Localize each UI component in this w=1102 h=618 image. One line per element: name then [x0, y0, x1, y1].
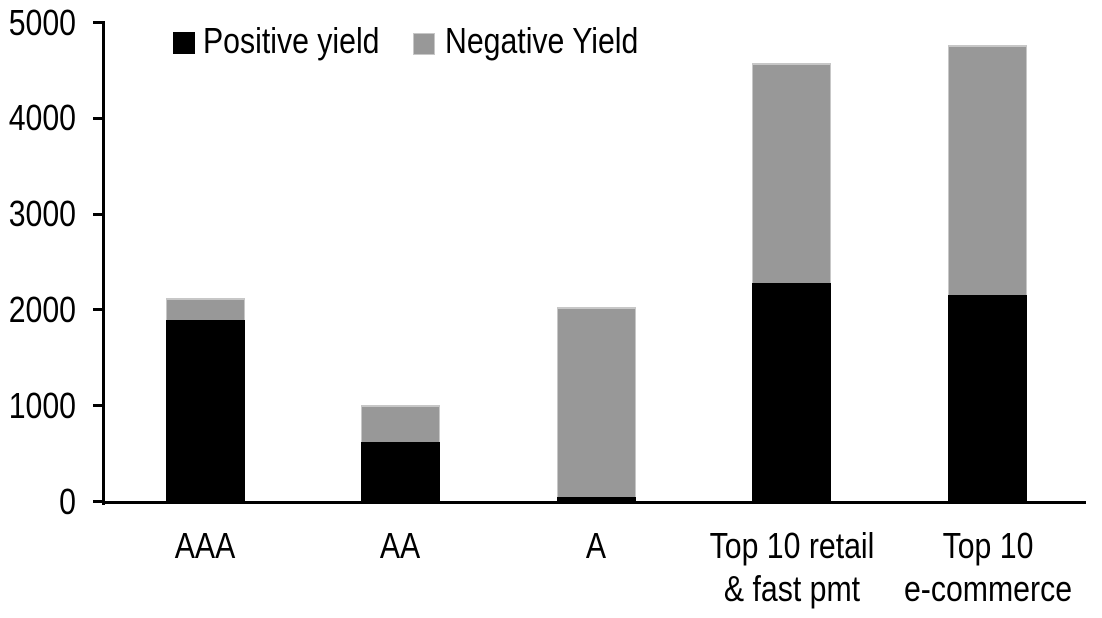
- bar-segment-positive-yield: [165, 319, 245, 501]
- bar-segment-positive-yield: [948, 295, 1027, 501]
- x-axis-line: [102, 501, 1086, 504]
- legend-label-positive-yield: Positive yield: [203, 20, 380, 61]
- x-axis-category-label: AA: [274, 524, 526, 567]
- y-axis-tick-label: 5000: [8, 1, 76, 43]
- x-axis-category-label: A: [470, 524, 722, 567]
- x-axis-category-label-line: A: [585, 525, 607, 566]
- x-axis-category-label-line: Top 10: [942, 525, 1033, 566]
- legend-swatch-negative-yield: [413, 33, 435, 55]
- x-axis-category-label: AAA: [79, 524, 331, 567]
- x-axis-category-label-line: & fast pmt: [723, 568, 860, 609]
- y-axis-tick-label: 3000: [8, 193, 76, 235]
- bar-segment-negative-yield: [556, 306, 636, 498]
- x-axis-category-label-line: AA: [379, 525, 421, 566]
- y-axis-tick: [93, 212, 102, 216]
- y-axis-tick: [93, 308, 102, 312]
- bar-segment-positive-yield: [556, 497, 636, 501]
- bar-segment-positive-yield: [360, 441, 440, 501]
- y-axis-tick: [93, 116, 102, 120]
- bar-segment-positive-yield: [752, 282, 831, 501]
- bar-segment-negative-yield: [752, 63, 831, 283]
- bar-segment-negative-yield: [165, 297, 245, 320]
- y-axis-tick-label: 0: [59, 480, 76, 522]
- bar-segment-negative-yield: [948, 44, 1027, 296]
- legend: Positive yield Negative Yield: [0, 0, 1102, 70]
- x-axis-category-label: Top 10 e-commerce: [862, 524, 1102, 610]
- y-axis-tick-label: 1000: [8, 384, 76, 426]
- y-axis-line: [102, 21, 105, 505]
- y-axis-tick: [93, 21, 102, 24]
- legend-label-negative-yield: Negative Yield: [445, 20, 639, 61]
- legend-swatch-positive-yield: [173, 32, 195, 54]
- x-axis-category-label-line: AAA: [174, 525, 236, 566]
- bar-segment-negative-yield: [360, 405, 440, 442]
- x-axis-category-label-line: e-commerce: [903, 568, 1072, 609]
- y-axis-tick: [93, 500, 102, 503]
- x-axis-category-label: Top 10 retail & fast pmt: [666, 524, 918, 610]
- y-axis-tick-label: 4000: [8, 97, 76, 139]
- y-axis-tick: [93, 404, 102, 408]
- y-axis-tick-label: 2000: [8, 288, 76, 330]
- x-axis-category-label-line: Top 10 retail: [709, 525, 874, 566]
